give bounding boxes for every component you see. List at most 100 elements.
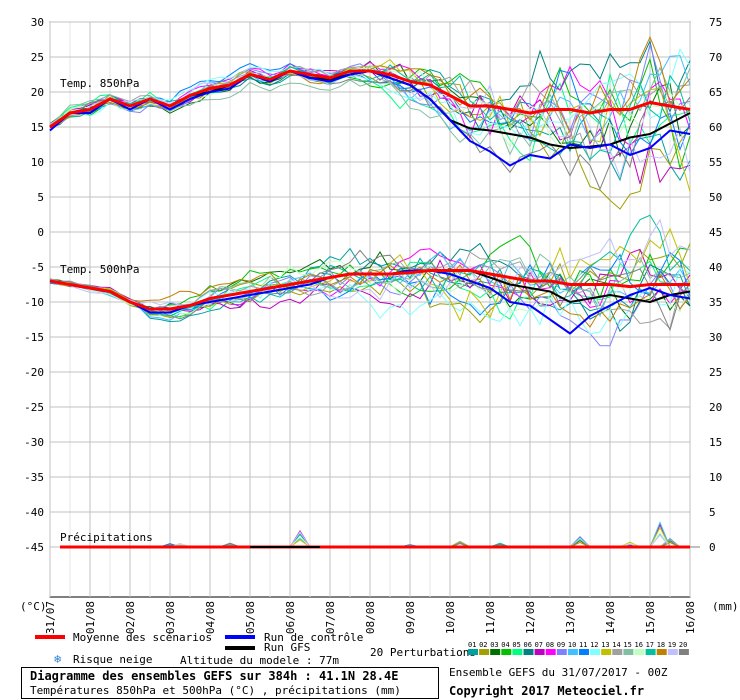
- y-tick-left: -30: [24, 436, 44, 449]
- y-tick-left: 0: [37, 226, 44, 239]
- y-tick-right: 15: [709, 436, 722, 449]
- left-axis-unit: (°C): [20, 600, 47, 613]
- x-tick-date: 01/08: [84, 601, 97, 634]
- legend-mean-label: Moyenne des scénarios: [73, 631, 212, 644]
- perturbation-id: 07: [535, 641, 543, 649]
- perturbation-id: 16: [635, 641, 643, 649]
- y-tick-left: -40: [24, 506, 44, 519]
- y-tick-right: 70: [709, 51, 722, 64]
- perturbation-swatch: [645, 649, 656, 655]
- member-850-line: [49, 63, 691, 156]
- x-tick-date: 08/08: [364, 601, 377, 634]
- perturbation-swatch: [556, 649, 567, 655]
- x-tick-date: 09/08: [404, 601, 417, 634]
- perturbation-id: 05: [512, 641, 520, 649]
- perturbation-id: 03: [490, 641, 498, 649]
- x-tick-date: 14/08: [604, 601, 617, 634]
- perturbation-id: 13: [601, 641, 609, 649]
- y-tick-right: 65: [709, 86, 722, 99]
- perturbation-swatch: [501, 649, 512, 655]
- legend: Moyenne des scénarios Run de contrôleRun …: [35, 631, 689, 667]
- perturbation-id: 04: [501, 641, 509, 649]
- perturbation-id: 14: [612, 641, 620, 649]
- member-500-line: [49, 264, 691, 328]
- perturbation-id: 15: [623, 641, 631, 649]
- perturbation-id: 12: [590, 641, 598, 649]
- y-tick-right: 0: [709, 541, 716, 554]
- perturbation-id: 19: [668, 641, 676, 649]
- x-tick-date: 03/08: [164, 601, 177, 634]
- x-tick-date: 04/08: [204, 601, 217, 634]
- y-tick-right: 25: [709, 366, 722, 379]
- diagram-title: Diagramme des ensembles GEFS sur 384h : …: [30, 669, 399, 683]
- panel-label-850: Temp. 850hPa: [60, 77, 139, 90]
- perturbation-swatch: [678, 649, 689, 655]
- x-tick-date: 07/08: [324, 601, 337, 634]
- y-tick-right: 20: [709, 401, 722, 414]
- x-tick-date: 13/08: [564, 601, 577, 634]
- x-tick-date: 15/08: [644, 601, 657, 634]
- panel-label-precip: Précipitations: [60, 531, 153, 544]
- perturbation-id: 06: [524, 641, 532, 649]
- perturbation-swatch: [468, 649, 478, 655]
- perturbation-id: 09: [557, 641, 565, 649]
- y-tick-left: 10: [31, 156, 44, 169]
- perturbation-swatch: [490, 649, 501, 655]
- copyright: Copyright 2017 Meteociel.fr: [449, 684, 645, 698]
- x-tick-date: 11/08: [484, 601, 497, 634]
- y-tick-left: 20: [31, 86, 44, 99]
- chart-axes: Temp. 850hPa Temp. 500hPa Précipitations 30…: [20, 16, 739, 634]
- snow-icon: ❄: [54, 652, 61, 666]
- y-tick-right: 75: [709, 16, 722, 29]
- x-tick-date: 16/08: [684, 601, 697, 634]
- y-tick-left: -35: [24, 471, 44, 484]
- perturbation-swatch: [479, 649, 490, 655]
- panel-label-500: Temp. 500hPa: [60, 263, 139, 276]
- right-axis-unit: (mm): [712, 600, 739, 613]
- y-tick-left: 5: [37, 191, 44, 204]
- y-tick-left: 25: [31, 51, 44, 64]
- member-500-line: [49, 214, 691, 317]
- run-info: Ensemble GEFS du 31/07/2017 - 00Z: [449, 666, 668, 679]
- x-tick-date: 31/07: [44, 601, 57, 634]
- y-tick-left: -25: [24, 401, 44, 414]
- perturbation-swatch: [567, 649, 578, 655]
- perturbation-swatch: [612, 649, 623, 655]
- perturbation-swatch: [523, 649, 534, 655]
- x-tick-date: 10/08: [444, 601, 457, 634]
- perturbation-swatch: [667, 649, 678, 655]
- legend-snow-label: Risque neige: [73, 653, 152, 666]
- y-tick-right: 60: [709, 121, 722, 134]
- y-tick-left: -45: [24, 541, 44, 554]
- member-850-line: [49, 47, 691, 139]
- perturbation-id: 08: [546, 641, 554, 649]
- main-series: [49, 69, 691, 549]
- member-850-line: [49, 54, 691, 143]
- perturbation-swatch: [534, 649, 545, 655]
- perturbation-swatch: [512, 649, 523, 655]
- perturbation-swatch: [634, 649, 645, 655]
- x-tick-date: 05/08: [244, 601, 257, 634]
- y-tick-left: -5: [31, 261, 44, 274]
- y-tick-right: 30: [709, 331, 722, 344]
- perturbation-id: 11: [579, 641, 587, 649]
- y-tick-left: -15: [24, 331, 44, 344]
- y-tick-right: 50: [709, 191, 722, 204]
- y-tick-left: 30: [31, 16, 44, 29]
- perturbation-swatch: [590, 649, 601, 655]
- y-tick-right: 55: [709, 156, 722, 169]
- perturbation-swatch: [579, 649, 589, 655]
- mean-500-line: [49, 269, 690, 311]
- y-tick-right: 10: [709, 471, 722, 484]
- y-tick-right: 5: [709, 506, 716, 519]
- mean-850-line: [49, 69, 691, 129]
- perturbation-swatch: [656, 649, 667, 655]
- perturbation-id: 20: [679, 641, 687, 649]
- y-tick-left: -10: [24, 296, 44, 309]
- info-box: Diagramme des ensembles GEFS sur 384h : …: [21, 667, 439, 699]
- perturbation-swatch: [545, 649, 556, 655]
- member-500-line: [49, 247, 691, 323]
- perturbation-id: 02: [479, 641, 487, 649]
- perturbation-swatch: [623, 649, 634, 655]
